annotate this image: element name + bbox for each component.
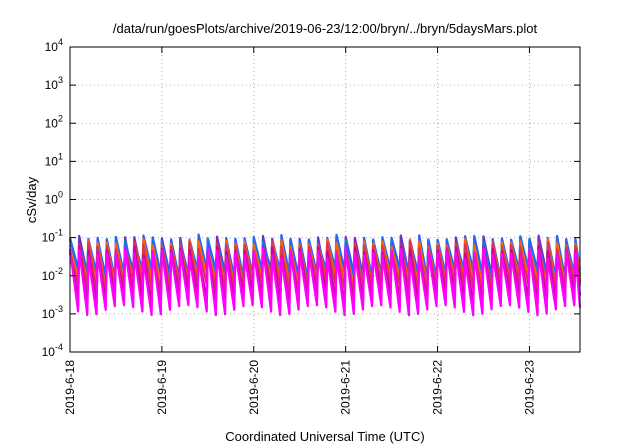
y-tick-label: 103 bbox=[45, 75, 63, 92]
y-tick-label: 101 bbox=[45, 151, 63, 168]
chart-title: /data/run/goesPlots/archive/2019-06-23/1… bbox=[113, 21, 538, 36]
x-tick-label: 2019-6-22 bbox=[431, 360, 445, 415]
series-group bbox=[68, 233, 582, 317]
y-tick-label: 10-3 bbox=[42, 304, 63, 321]
y-tick-label: 100 bbox=[45, 190, 63, 207]
y-tick-label: 10-1 bbox=[42, 228, 63, 245]
y-tick-label: 102 bbox=[45, 113, 63, 130]
x-tick-label: 2019-6-23 bbox=[522, 360, 536, 415]
x-tick-label: 2019-6-20 bbox=[247, 360, 261, 415]
y-tick-label: 10-4 bbox=[42, 342, 63, 359]
y-ticks: 10-4 10-3 10-2 10-1 100 101 102 103 104 bbox=[42, 37, 580, 359]
y-axis-label: cSv/day bbox=[24, 176, 39, 223]
y-tick-label: 104 bbox=[45, 37, 63, 54]
plot-frame bbox=[69, 46, 581, 353]
x-axis-label: Coordinated Universal Time (UTC) bbox=[225, 429, 424, 444]
y-tick-label: 10-2 bbox=[42, 266, 63, 283]
x-tick-label: 2019-6-18 bbox=[63, 360, 77, 415]
series-line bbox=[68, 247, 582, 317]
x-ticks: 2019-6-18 2019-6-19 2019-6-20 2019-6-21 2019… bbox=[63, 47, 536, 415]
x-tick-label: 2019-6-19 bbox=[155, 360, 169, 415]
x-tick-label: 2019-6-21 bbox=[339, 360, 353, 415]
